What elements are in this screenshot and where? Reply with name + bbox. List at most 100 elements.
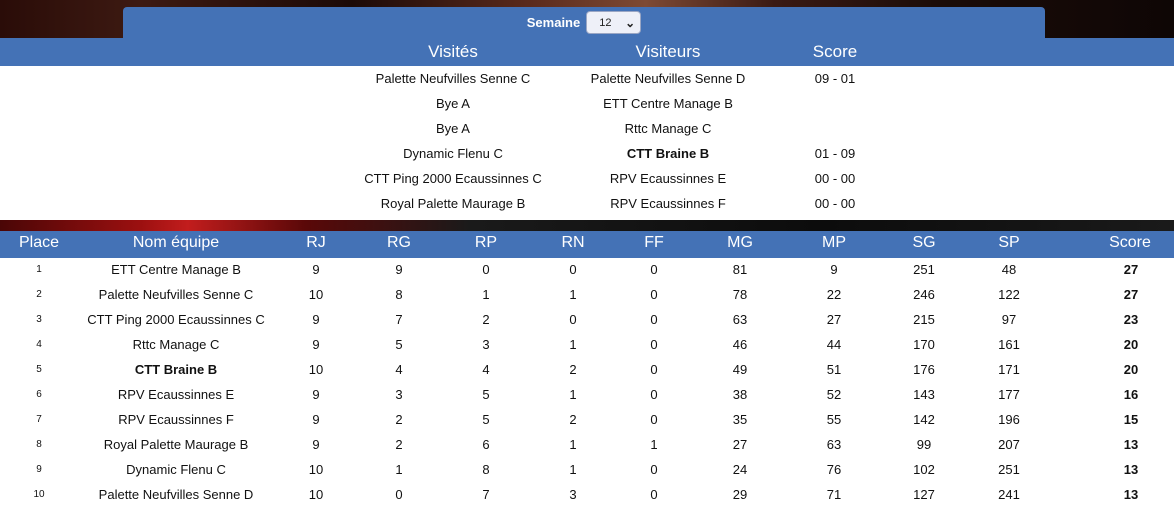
cell-rj: 9 [312, 337, 320, 352]
cell-ff: 0 [650, 412, 658, 427]
cell-team: Royal Palette Maurage B [103, 437, 249, 452]
cell-rp: 6 [482, 437, 490, 452]
match-row: Royal Palette Maurage B RPV Ecaussinnes F… [0, 191, 1174, 216]
match-away-team: RPV Ecaussinnes F [610, 196, 726, 211]
cell-score: 13 [1123, 487, 1139, 502]
match-home-team: CTT Ping 2000 Ecaussinnes C [364, 171, 542, 186]
header-mg: MG [727, 234, 753, 251]
cell-place: 2 [36, 289, 42, 300]
cell-sp: 177 [998, 387, 1020, 402]
cell-score: 20 [1123, 362, 1139, 377]
cell-rg: 3 [395, 387, 403, 402]
cell-mg: 38 [732, 387, 748, 402]
cell-score: 16 [1123, 387, 1139, 402]
header-sg: SG [912, 234, 936, 251]
cell-sg: 176 [913, 362, 935, 377]
cell-mg: 35 [732, 412, 748, 427]
cell-rp: 5 [482, 387, 490, 402]
cell-sg: 170 [913, 337, 935, 352]
matches-list: Palette Neufvilles Senne C Palette Neufvi… [0, 66, 1174, 216]
cell-sp: 48 [1001, 262, 1017, 277]
cell-sg: 251 [913, 262, 935, 277]
cell-score: 27 [1123, 287, 1139, 302]
match-row: Bye A ETT Centre Manage B [0, 91, 1174, 116]
section-divider [0, 220, 1174, 231]
week-select[interactable]: 12 ⌄ [586, 11, 642, 34]
match-score: 00 - 00 [814, 171, 856, 186]
match-home-team: Palette Neufvilles Senne C [375, 71, 531, 86]
cell-sg: 143 [913, 387, 935, 402]
cell-rg: 5 [395, 337, 403, 352]
cell-sg: 142 [913, 412, 935, 427]
match-away-team: ETT Centre Manage B [603, 96, 733, 111]
cell-place: 5 [36, 364, 42, 375]
table-row: 6 RPV Ecaussinnes E 9 3 5 1 0 38 52 143 177 16 [0, 382, 1174, 407]
cell-rg: 2 [395, 412, 403, 427]
ranking-table: 1 ETT Centre Manage B 9 9 0 0 0 81 9 251 48 27 2 Pale… [0, 257, 1174, 507]
match-home-team: Dynamic Flenu C [403, 146, 503, 161]
table-row: 2 Palette Neufvilles Senne C 10 8 1 1 0 78 22 246… [0, 282, 1174, 307]
cell-team: RPV Ecaussinnes F [118, 412, 234, 427]
cell-mp: 71 [826, 487, 842, 502]
cell-rn: 2 [569, 412, 577, 427]
cell-rj: 10 [308, 287, 324, 302]
cell-team: Palette Neufvilles Senne D [98, 487, 254, 502]
header-team: Nom équipe [132, 234, 220, 251]
cell-rg: 1 [395, 462, 403, 477]
cell-score: 13 [1123, 462, 1139, 477]
cell-place: 10 [33, 489, 45, 500]
table-row: 1 ETT Centre Manage B 9 9 0 0 0 81 9 251 48 27 [0, 257, 1174, 282]
cell-rj: 10 [308, 362, 324, 377]
cell-rn: 0 [569, 262, 577, 277]
cell-mp: 22 [826, 287, 842, 302]
cell-rj: 9 [312, 412, 320, 427]
header-rn: RN [561, 234, 585, 251]
cell-rg: 8 [395, 287, 403, 302]
cell-mp: 44 [826, 337, 842, 352]
cell-sg: 99 [916, 437, 932, 452]
cell-sp: 122 [998, 287, 1020, 302]
cell-rg: 4 [395, 362, 403, 377]
match-away-team: Palette Neufvilles Senne D [590, 71, 746, 86]
cell-place: 4 [36, 339, 42, 350]
cell-rn: 3 [569, 487, 577, 502]
table-row: 3 CTT Ping 2000 Ecaussinnes C 9 7 2 0 0 63 27 215… [0, 307, 1174, 332]
match-home-team: Royal Palette Maurage B [380, 196, 526, 211]
cell-sp: 97 [1001, 312, 1017, 327]
cell-rn: 1 [569, 437, 577, 452]
cell-ff: 0 [650, 487, 658, 502]
cell-team: CTT Braine B [134, 362, 218, 377]
cell-rn: 2 [569, 362, 577, 377]
cell-score: 15 [1123, 412, 1139, 427]
cell-ff: 1 [650, 437, 658, 452]
cell-mg: 81 [732, 262, 748, 277]
cell-ff: 0 [650, 287, 658, 302]
chevron-down-icon: ⌄ [625, 15, 636, 30]
cell-rg: 2 [395, 437, 403, 452]
match-score: 00 - 00 [814, 196, 856, 211]
cell-sg: 246 [913, 287, 935, 302]
cell-rj: 9 [312, 312, 320, 327]
cell-mg: 46 [732, 337, 748, 352]
cell-sp: 241 [998, 487, 1020, 502]
header-rp: RP [474, 234, 498, 251]
cell-mg: 78 [732, 287, 748, 302]
match-away-team: Rttc Manage C [624, 121, 712, 136]
header-total-score: Score [1109, 234, 1151, 251]
matches-header: Visités Visiteurs Score [0, 38, 1174, 66]
table-row: 10 Palette Neufvilles Senne D 10 0 7 3 0 29 71 12… [0, 482, 1174, 507]
cell-sg: 215 [913, 312, 935, 327]
cell-rn: 1 [569, 387, 577, 402]
cell-score: 27 [1123, 262, 1139, 277]
cell-mg: 29 [732, 487, 748, 502]
cell-ff: 0 [650, 362, 658, 377]
match-home-team: Bye A [436, 96, 470, 111]
week-selector-bar: Semaine 12 ⌄ [123, 7, 1045, 38]
cell-team: Rttc Manage C [132, 337, 220, 352]
cell-place: 7 [36, 414, 42, 425]
cell-rp: 0 [482, 262, 490, 277]
header-rg: RG [387, 234, 411, 251]
cell-rp: 3 [482, 337, 490, 352]
cell-sp: 171 [998, 362, 1020, 377]
cell-place: 9 [36, 464, 42, 475]
